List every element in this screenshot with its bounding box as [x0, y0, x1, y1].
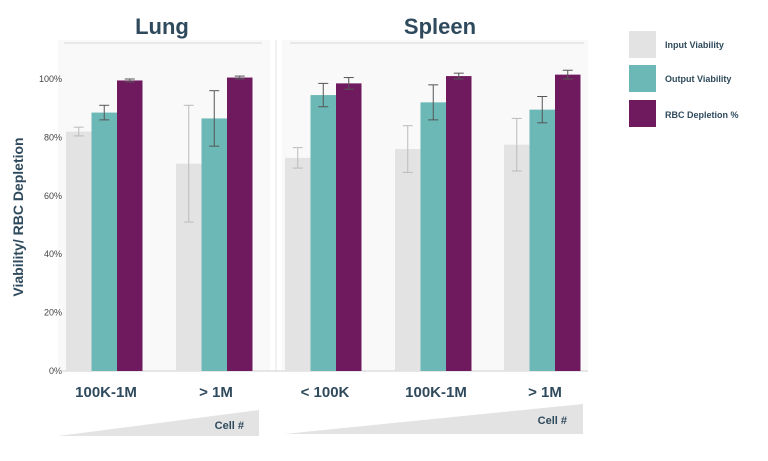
- y-tick-label: 60%: [44, 191, 62, 201]
- y-tick-label: 40%: [44, 249, 62, 259]
- category-label-spleen-100k-1m: 100K-1M: [405, 384, 467, 401]
- error-bar-rbc-depletion: [234, 75, 245, 80]
- bar-input-viability: [395, 149, 421, 371]
- bar-rbc-depletion: [555, 74, 581, 372]
- bar-output-viability: [310, 95, 336, 371]
- error-bar-rbc-depletion: [562, 69, 573, 80]
- error-bar-output-viability: [537, 96, 548, 124]
- bar-output-viability: [201, 118, 227, 371]
- error-bar-input-viability: [183, 104, 194, 223]
- legend-label-input-viability: Input Viability: [665, 40, 724, 50]
- y-axis-label: Viability/ RBC Depletion: [10, 137, 26, 296]
- category-label-spleen-lt-100k: < 100K: [301, 384, 350, 401]
- bar-output-viability: [91, 112, 117, 371]
- spleen-cell-count-label: Cell #: [538, 415, 567, 427]
- legend-label-rbc-depletion: RBC Depletion %: [665, 110, 739, 120]
- bar-rbc-depletion: [336, 83, 362, 371]
- legend-swatch-input-viability: [629, 31, 656, 58]
- error-bar-input-viability: [511, 117, 522, 172]
- error-bar-input-viability: [292, 147, 303, 169]
- lung-cell-count-label: Cell #: [215, 420, 244, 432]
- bar-input-viability: [66, 131, 92, 371]
- category-label-spleen-gt-1m: > 1M: [528, 384, 562, 401]
- lung-cell-count-wedge: [58, 410, 259, 436]
- bar-output-viability: [529, 109, 555, 371]
- error-bar-output-viability: [99, 104, 110, 121]
- y-tick-label: 0%: [49, 366, 62, 376]
- error-bar-output-viability: [209, 90, 220, 147]
- legend: Input Viability Output Viability RBC Dep…: [629, 31, 739, 127]
- y-tick-label: 20%: [44, 308, 62, 318]
- panel-title-spleen: Spleen: [404, 14, 476, 39]
- category-label-lung-100k-1m: 100K-1M: [75, 384, 137, 401]
- error-bar-input-viability: [73, 126, 84, 137]
- error-bar-rbc-depletion: [124, 78, 135, 83]
- legend-swatch-rbc-depletion: [629, 100, 656, 127]
- y-ticks: 0% 20% 40% 60% 80% 100%: [39, 74, 62, 376]
- bars-group: [66, 69, 581, 372]
- bar-input-viability: [285, 157, 311, 371]
- spleen-cell-count-wedge: [284, 404, 583, 434]
- bar-output-viability: [420, 102, 446, 372]
- category-label-lung-gt-1m: > 1M: [199, 384, 233, 401]
- error-bar-input-viability: [402, 125, 413, 173]
- y-tick-label: 100%: [39, 74, 62, 84]
- legend-label-output-viability: Output Viability: [665, 74, 731, 84]
- bar-rbc-depletion: [117, 80, 143, 372]
- error-bar-rbc-depletion: [453, 72, 464, 80]
- bar-rbc-depletion: [446, 76, 472, 371]
- y-tick-label: 80%: [44, 132, 62, 142]
- panel-title-lung: Lung: [135, 14, 189, 39]
- error-bar-rbc-depletion: [343, 77, 354, 90]
- error-bar-output-viability: [318, 82, 329, 108]
- bar-rbc-depletion: [227, 77, 253, 371]
- legend-swatch-output-viability: [629, 65, 656, 92]
- bar-input-viability: [504, 144, 530, 371]
- error-bar-output-viability: [428, 84, 439, 121]
